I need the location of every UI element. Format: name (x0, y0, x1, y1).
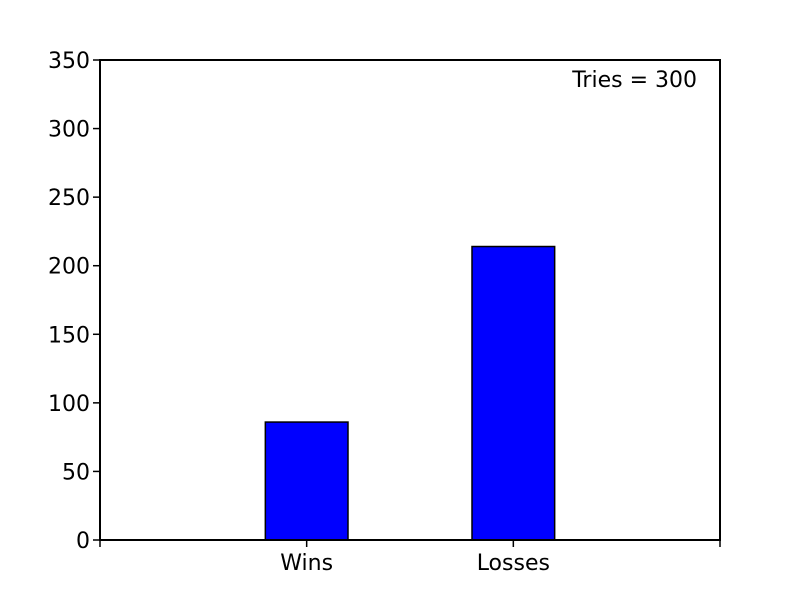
bar-losses (471, 245, 556, 541)
x-axis-ticks: Wins Losses (99, 540, 721, 576)
y-tick-label: 300 (48, 118, 90, 143)
bar-wins (264, 421, 349, 541)
y-tick-label: 100 (48, 392, 90, 417)
y-tick-label: 350 (48, 49, 90, 74)
y-tick-label: 250 (48, 186, 90, 211)
bars-layer (264, 245, 556, 541)
y-tick-label: 50 (62, 460, 90, 485)
x-tick-label-wins: Wins (280, 551, 333, 576)
x-tick-label-losses: Losses (477, 551, 550, 576)
plot-frame (99, 59, 721, 541)
y-axis-ticks: 0 50 100 150 200 250 300 350 (48, 49, 100, 554)
y-tick-label: 0 (76, 529, 90, 554)
y-tick-label: 150 (48, 323, 90, 348)
y-tick-label: 200 (48, 255, 90, 280)
tries-annotation: Tries = 300 (571, 68, 697, 93)
